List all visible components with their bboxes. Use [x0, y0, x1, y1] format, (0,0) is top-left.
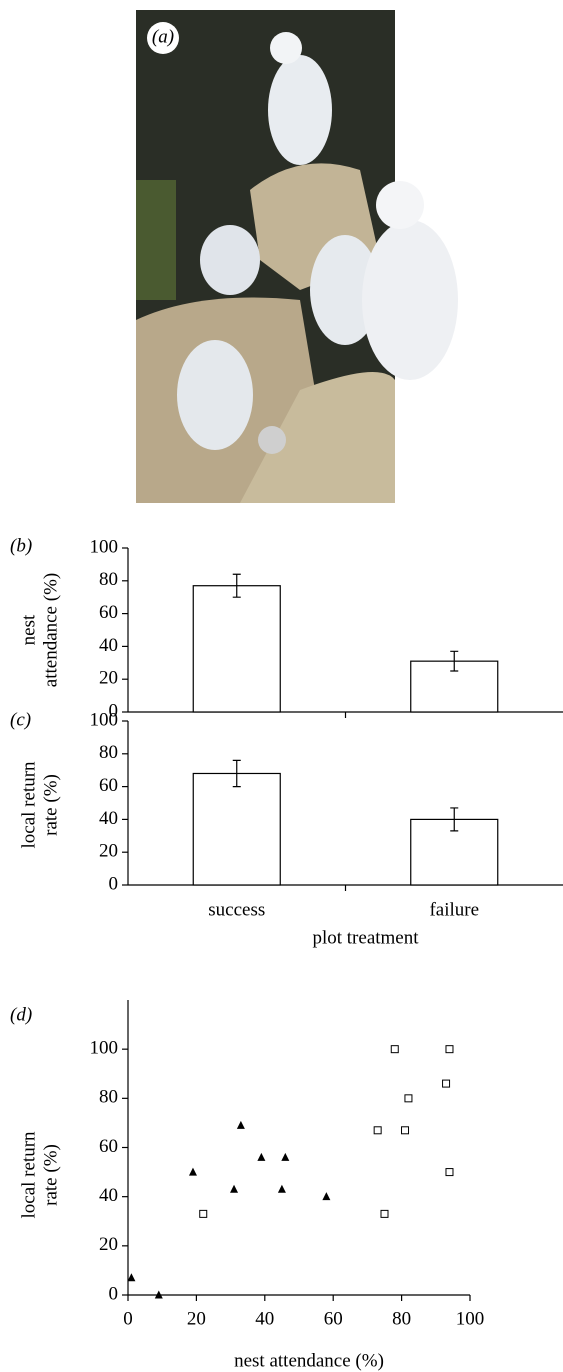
x-tick-label: 60: [324, 1308, 343, 1329]
point: [277, 1184, 286, 1193]
error-bar: [232, 573, 241, 598]
photo-gull: [200, 225, 260, 295]
y-axis-label: rate (%): [40, 774, 61, 836]
y-axis-label: nest: [18, 614, 39, 645]
point: [257, 1152, 266, 1161]
y-tick-label: 60: [99, 1136, 118, 1157]
point: [322, 1192, 331, 1201]
x-tick-label: 80: [392, 1308, 411, 1329]
y-axis-label: local return: [18, 761, 39, 849]
bar: [192, 772, 281, 886]
x-axis-label: plot treatment: [312, 927, 419, 948]
x-tick-label: success: [208, 899, 265, 920]
y-tick-label: 0: [109, 700, 119, 721]
point: [380, 1209, 389, 1218]
photo-foliage: [136, 180, 176, 300]
point: [445, 1045, 454, 1054]
x-tick-label: failure: [429, 899, 479, 920]
panel-label: (d): [10, 1004, 32, 1025]
point: [154, 1290, 163, 1299]
photo-gull: [268, 55, 332, 165]
y-tick-label: 20: [99, 668, 118, 689]
photo: (a): [136, 10, 458, 503]
x-tick-label: 100: [456, 1308, 485, 1329]
y-tick-label: 0: [109, 1283, 119, 1304]
y-tick-label: 40: [99, 1185, 118, 1206]
x-tick-label: 20: [187, 1308, 206, 1329]
photo-gull: [177, 340, 253, 450]
y-tick-label: 20: [99, 841, 118, 862]
y-tick-label: 0: [109, 873, 119, 894]
y-tick-label: 100: [90, 536, 119, 557]
error-bar: [450, 807, 459, 832]
y-tick-label: 80: [99, 742, 118, 763]
point: [230, 1184, 239, 1193]
point: [281, 1152, 290, 1161]
point: [188, 1167, 197, 1176]
point: [401, 1126, 410, 1135]
panel-label-badge: [147, 22, 179, 54]
panel-label: (a): [152, 26, 174, 47]
y-tick-label: 60: [99, 602, 118, 623]
y-axis-label: attendance (%): [40, 573, 61, 687]
bar: [192, 585, 281, 713]
y-tick-label: 20: [99, 1234, 118, 1255]
photo-rock: [240, 372, 395, 503]
x-axis-label: nest attendance (%): [234, 1350, 384, 1371]
photo-gull: [310, 235, 380, 345]
point: [199, 1209, 208, 1218]
point: [127, 1273, 136, 1282]
y-tick-label: 100: [90, 1038, 119, 1059]
panel-label: (b): [10, 535, 32, 556]
y-tick-label: 40: [99, 808, 118, 829]
point: [445, 1168, 454, 1177]
point: [390, 1045, 399, 1054]
x-tick-label: 0: [123, 1308, 133, 1329]
point: [442, 1079, 451, 1088]
y-tick-label: 80: [99, 569, 118, 590]
y-axis-label: rate (%): [40, 1144, 61, 1206]
y-tick-label: 60: [99, 775, 118, 796]
y-tick-label: 100: [90, 709, 119, 730]
y-tick-label: 40: [99, 635, 118, 656]
photo-chick: [258, 426, 286, 454]
error-bar: [450, 650, 459, 672]
y-axis-label: local return: [18, 1131, 39, 1219]
point: [404, 1094, 413, 1103]
y-tick-label: 80: [99, 1087, 118, 1108]
photo-gull: [270, 32, 302, 64]
panel-label: (c): [10, 709, 31, 730]
photo-gull: [376, 181, 424, 229]
point: [236, 1120, 245, 1129]
photo-gull: [362, 220, 458, 380]
error-bar: [232, 759, 241, 788]
x-tick-label: 40: [255, 1308, 274, 1329]
point: [373, 1126, 382, 1135]
